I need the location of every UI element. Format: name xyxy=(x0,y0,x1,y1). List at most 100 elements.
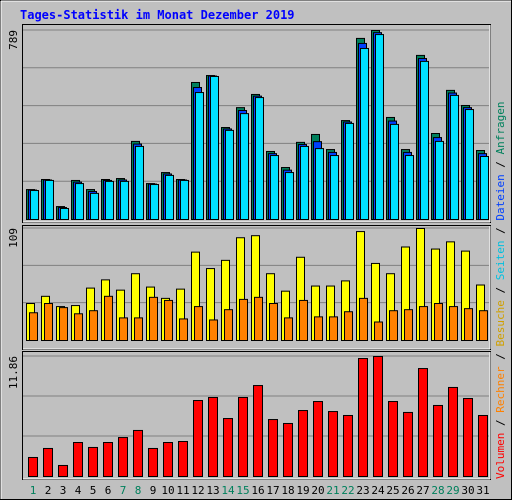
bar xyxy=(315,148,324,221)
y-tick-label: 109 xyxy=(7,228,20,248)
bar xyxy=(180,179,189,221)
bar xyxy=(44,303,53,342)
bar xyxy=(434,303,443,342)
bar xyxy=(73,442,83,478)
bar xyxy=(418,368,428,477)
bar xyxy=(74,313,83,341)
x-tick-label: 1 xyxy=(30,484,37,497)
bar xyxy=(358,358,368,478)
bar xyxy=(178,440,188,478)
bar xyxy=(43,447,53,478)
x-tick-label: 15 xyxy=(236,484,249,497)
bar xyxy=(150,184,159,220)
bar xyxy=(435,140,444,221)
bar xyxy=(45,179,54,221)
bar xyxy=(419,306,428,341)
bar xyxy=(255,97,264,220)
bar xyxy=(239,298,248,341)
bar xyxy=(75,183,84,220)
x-tick-label: 30 xyxy=(461,484,474,497)
legend-entry: Besuche xyxy=(494,300,507,346)
bar xyxy=(223,418,233,478)
x-tick-label: 19 xyxy=(296,484,309,497)
bar xyxy=(179,318,188,342)
bar xyxy=(479,310,488,342)
bar xyxy=(464,308,473,341)
bar xyxy=(135,145,144,220)
bar xyxy=(359,297,368,341)
bar xyxy=(240,113,249,220)
x-tick-label: 26 xyxy=(401,484,414,497)
bar xyxy=(134,317,143,342)
bar xyxy=(119,317,128,342)
bar xyxy=(208,396,218,478)
bar xyxy=(163,442,173,478)
bar xyxy=(375,34,384,220)
bar xyxy=(89,310,98,342)
bar xyxy=(253,385,263,477)
x-tick-label: 8 xyxy=(135,484,142,497)
bar xyxy=(345,122,354,220)
bar xyxy=(224,309,233,342)
bar xyxy=(105,180,114,221)
bar xyxy=(388,401,398,478)
x-tick-label: 10 xyxy=(161,484,174,497)
x-tick-label: 2 xyxy=(45,484,52,497)
bar xyxy=(299,299,308,341)
x-tick-label: 18 xyxy=(281,484,294,497)
bar xyxy=(343,414,353,477)
bar xyxy=(313,401,323,478)
x-tick-label: 24 xyxy=(371,484,385,497)
x-tick-label: 9 xyxy=(150,484,157,497)
legend-entry: Rechner xyxy=(494,366,507,413)
x-tick-label: 21 xyxy=(326,484,339,497)
bar xyxy=(120,180,129,221)
y-tick-label: 789 xyxy=(7,30,20,50)
bar xyxy=(284,317,293,342)
bar xyxy=(329,316,338,342)
x-tick-label: 14 xyxy=(221,484,235,497)
bar xyxy=(133,429,143,477)
legend-entry: Dateien xyxy=(494,174,507,220)
bar xyxy=(149,296,158,341)
bar xyxy=(268,419,278,477)
legend-entry: Seiten xyxy=(494,241,507,281)
y-tick-label: 11.86 xyxy=(7,356,20,389)
bar xyxy=(404,309,413,342)
x-tick-label: 29 xyxy=(446,484,459,497)
x-tick-label: 31 xyxy=(476,484,489,497)
bar xyxy=(118,437,128,477)
bar xyxy=(420,60,429,221)
bar xyxy=(300,145,309,220)
bar xyxy=(405,155,414,220)
x-tick-label: 5 xyxy=(90,484,97,497)
x-tick-label: 17 xyxy=(266,484,279,497)
x-tick-label: 3 xyxy=(60,484,67,497)
bar xyxy=(254,296,263,341)
bar xyxy=(58,464,68,478)
bar xyxy=(373,356,383,477)
x-tick-label: 22 xyxy=(341,484,354,497)
x-tick-label: 16 xyxy=(251,484,264,497)
bar xyxy=(90,192,99,221)
bar xyxy=(360,47,369,221)
bar xyxy=(165,174,174,220)
bar xyxy=(449,306,458,341)
bar xyxy=(448,386,458,477)
legend: Volumen / Rechner / Besuche / Seiten / D… xyxy=(494,101,507,479)
x-tick-label: 13 xyxy=(206,484,219,497)
bar xyxy=(463,397,473,477)
bar xyxy=(344,311,353,342)
x-tick-label: 7 xyxy=(120,484,127,497)
bar xyxy=(270,155,279,220)
bar xyxy=(238,396,248,478)
bar xyxy=(60,207,69,220)
x-tick-label: 6 xyxy=(105,484,112,497)
bar xyxy=(374,321,383,341)
bar xyxy=(210,75,219,220)
bar xyxy=(389,310,398,342)
bar xyxy=(450,94,459,220)
bar xyxy=(269,303,278,342)
bar xyxy=(314,316,323,342)
bar xyxy=(478,414,488,477)
